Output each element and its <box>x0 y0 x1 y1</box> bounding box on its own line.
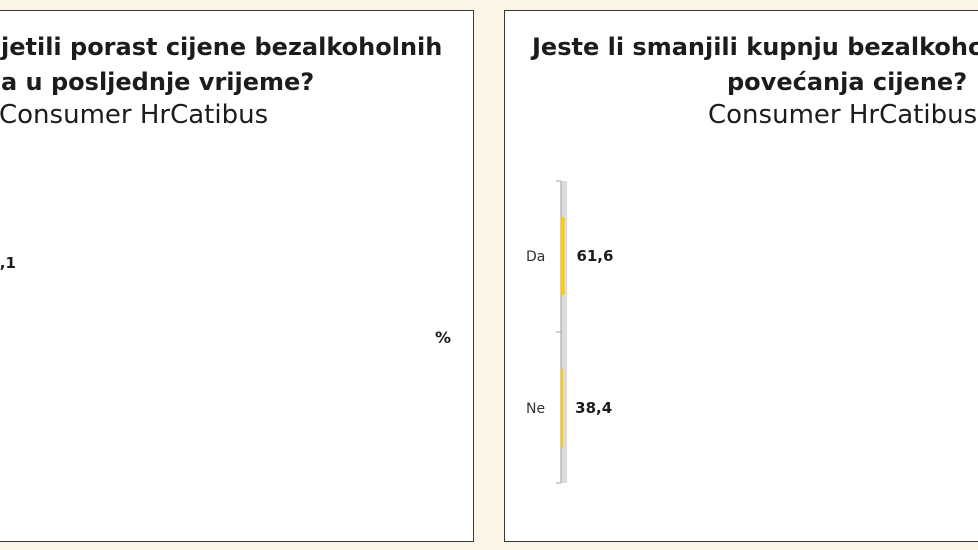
unit-label: % <box>435 328 451 347</box>
chart-title-line-1: jetili porast cijene bezalkoholnih <box>1 33 443 61</box>
category-label: Ne <box>526 401 545 417</box>
chart-title-line-1: Jeste li smanjili kupnju bezalkohol <box>532 33 978 61</box>
chart-title-line-2: a u posljednje vrijeme? <box>1 68 315 96</box>
chart-panel-right: Jeste li smanjili kupnju bezalkohol pove… <box>504 10 978 542</box>
chart-subtitle: Consumer HrCatibus <box>0 100 269 130</box>
bar-chart-right: 61,6 Da 38,4 Ne <box>526 180 613 484</box>
chart-subtitle: Consumer HrCatibus <box>708 100 978 130</box>
data-label: 85,1 <box>0 254 16 272</box>
chart-title-line-2: povećanja cijene? <box>727 68 968 96</box>
bar-chart-left: 85,1% <box>0 254 451 347</box>
bar <box>561 369 564 447</box>
data-label: 38,4 <box>575 399 612 417</box>
data-label: 61,6 <box>576 247 613 265</box>
chart-panel-left: jetili porast cijene bezalkoholnih a u p… <box>0 10 474 542</box>
bar <box>561 217 565 295</box>
category-label: Da <box>526 249 545 265</box>
